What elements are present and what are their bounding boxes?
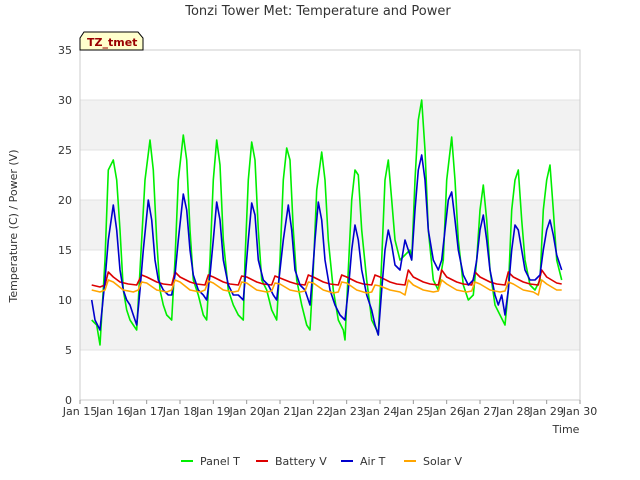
- x-tick-label: Jan 19: [195, 405, 230, 418]
- x-tick-label: Jan 25: [395, 405, 430, 418]
- series-line-panel-t: [91, 99, 563, 346]
- x-tick-label: Jan 24: [362, 405, 397, 418]
- legend-item-panel-t[interactable]: Panel T: [181, 455, 240, 468]
- x-axis-label: Time: [552, 423, 580, 436]
- y-tick-label: 30: [58, 94, 72, 107]
- legend: Panel T Battery V Air T Solar V: [181, 455, 463, 468]
- series-group: [90, 99, 563, 346]
- x-tick-label: Jan 17: [128, 405, 163, 418]
- series-line-air-t: [90, 154, 563, 336]
- y-tick-label: 5: [65, 344, 72, 357]
- x-tick-label: Jan 15: [62, 405, 97, 418]
- tz-badge: TZ_tmet: [79, 31, 144, 51]
- y-tick-label: 15: [58, 244, 72, 257]
- series-line-solar-v: [91, 279, 562, 296]
- y-axis-label: Temperature (C) / Power (V): [7, 149, 20, 303]
- background-band: [80, 350, 580, 400]
- legend-label: Air T: [360, 455, 386, 468]
- x-tick-label: Jan 26: [428, 405, 463, 418]
- background-bands: [80, 50, 580, 400]
- y-tick-label: 35: [58, 44, 72, 57]
- x-tick-label: Jan 27: [462, 405, 497, 418]
- y-tick-label: 25: [58, 144, 72, 157]
- badge-label: TZ_tmet: [87, 36, 137, 49]
- badge-shape: [79, 31, 144, 51]
- series-line-battery-v: [91, 269, 562, 288]
- y-tick-label: 10: [58, 294, 72, 307]
- x-tick-label: Jan 28: [495, 405, 530, 418]
- y-axis-ticks: 0 5 10 15 20 25 30 35: [58, 44, 72, 407]
- background-band: [80, 100, 580, 150]
- legend-item-solar-v[interactable]: Solar V: [404, 455, 463, 468]
- x-tick-label: Jan 21: [262, 405, 297, 418]
- legend-label: Panel T: [200, 455, 240, 468]
- x-tick-label: Jan 18: [162, 405, 197, 418]
- y-tick-label: 20: [58, 194, 72, 207]
- plot-border: [79, 49, 581, 401]
- legend-item-battery-v[interactable]: Battery V: [256, 455, 327, 468]
- x-tick-label: Jan 20: [228, 405, 263, 418]
- chart-title: Tonzi Tower Met: Temperature and Power: [184, 4, 451, 19]
- x-tick-label: Jan 22: [295, 405, 330, 418]
- x-tick-label: Jan 23: [328, 405, 363, 418]
- x-tick-label: Jan 16: [95, 405, 130, 418]
- legend-label: Battery V: [275, 455, 327, 468]
- background-band: [80, 150, 580, 200]
- legend-item-air-t[interactable]: Air T: [341, 455, 386, 468]
- x-tick-label: Jan 29: [528, 405, 563, 418]
- background-band: [80, 200, 580, 250]
- background-band: [80, 50, 580, 100]
- legend-label: Solar V: [423, 455, 463, 468]
- y-tick-label: 0: [65, 394, 72, 407]
- x-tick-label: Jan 30: [562, 405, 597, 418]
